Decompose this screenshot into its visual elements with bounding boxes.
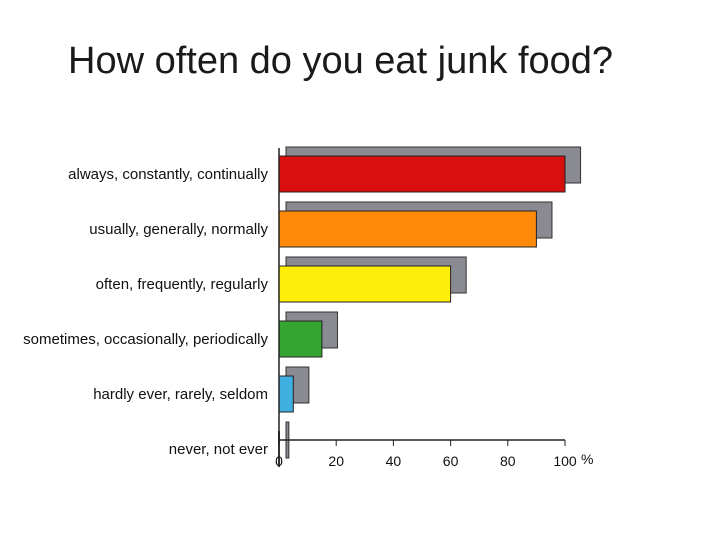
x-tick-label: 40 <box>386 453 402 469</box>
data-bar <box>278 375 294 413</box>
category-label: always, constantly, continually <box>68 166 268 183</box>
page-title: How often do you eat junk food? <box>68 40 614 82</box>
x-tick-label: 60 <box>443 453 459 469</box>
x-unit-label: % <box>581 451 593 467</box>
x-tick-label: 20 <box>328 453 344 469</box>
data-bar <box>278 210 537 248</box>
data-bar <box>278 155 566 193</box>
category-label: hardly ever, rarely, seldom <box>93 386 268 403</box>
data-bar <box>278 320 323 358</box>
category-label: sometimes, occasionally, periodically <box>23 331 268 348</box>
x-tick-label: 100 <box>553 453 577 469</box>
x-tick-label: 80 <box>500 453 516 469</box>
category-label: never, not ever <box>169 441 268 458</box>
x-ticks: 0 20 40 60 80 100 <box>275 440 577 469</box>
category-labels: always, constantly, continually usually, … <box>23 166 268 458</box>
x-tick-label: 0 <box>275 453 283 469</box>
category-label: often, frequently, regularly <box>96 276 269 293</box>
category-label: usually, generally, normally <box>89 221 268 238</box>
bars <box>278 148 566 467</box>
data-bar <box>278 265 452 303</box>
